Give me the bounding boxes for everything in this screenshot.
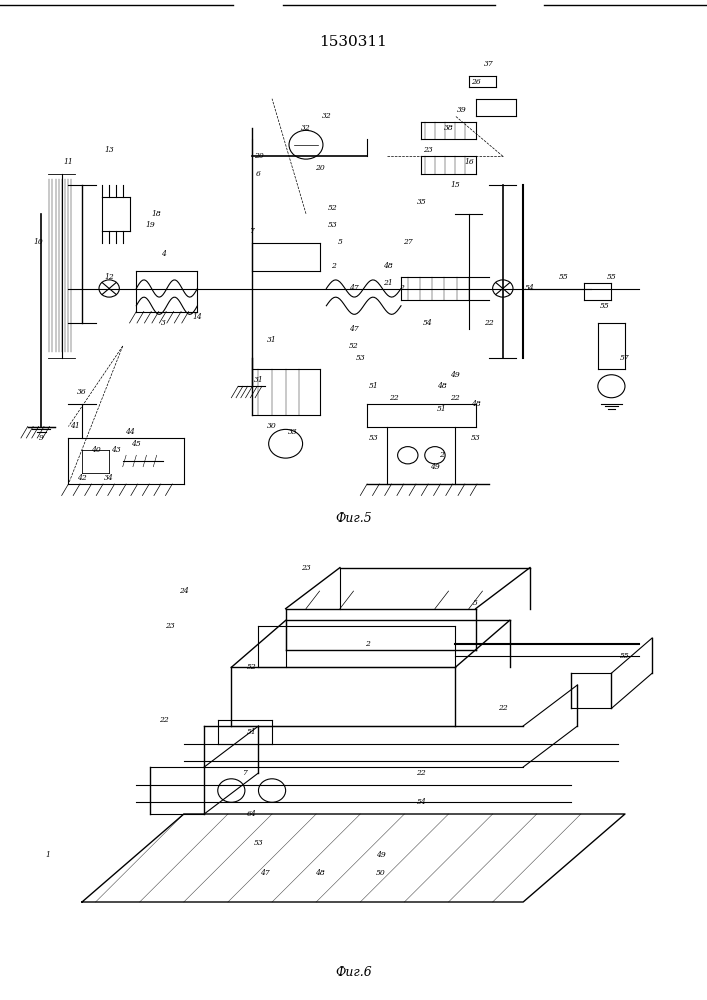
Text: 53: 53 xyxy=(356,354,365,361)
Text: 1530311: 1530311 xyxy=(320,35,387,49)
Text: 23: 23 xyxy=(301,564,311,572)
Text: 57: 57 xyxy=(620,354,630,361)
Text: 49: 49 xyxy=(376,851,385,859)
Text: 33: 33 xyxy=(288,428,297,436)
Text: 24: 24 xyxy=(179,587,189,595)
Text: 15: 15 xyxy=(450,181,460,189)
Text: 22: 22 xyxy=(416,769,426,777)
Text: 31: 31 xyxy=(267,336,277,344)
Text: 23: 23 xyxy=(165,622,175,630)
Text: 14: 14 xyxy=(192,313,202,321)
Text: 6: 6 xyxy=(256,169,261,178)
Text: 2: 2 xyxy=(399,284,404,292)
Text: 10: 10 xyxy=(33,238,42,246)
Text: 52: 52 xyxy=(247,663,257,671)
Text: 2: 2 xyxy=(365,640,370,648)
Text: 54: 54 xyxy=(525,284,534,292)
Text: 2: 2 xyxy=(439,451,444,459)
Text: Фиг.6: Фиг.6 xyxy=(335,966,372,979)
Text: 52: 52 xyxy=(328,204,338,212)
Text: 13: 13 xyxy=(105,146,114,154)
Text: 54: 54 xyxy=(416,798,426,806)
Text: 45: 45 xyxy=(132,440,141,448)
Text: 5: 5 xyxy=(337,238,342,246)
Text: 11: 11 xyxy=(64,158,74,166)
Text: 41: 41 xyxy=(71,422,80,430)
Text: 34: 34 xyxy=(105,474,114,482)
Text: 22: 22 xyxy=(390,394,399,402)
Text: 22: 22 xyxy=(484,319,494,327)
Text: 53: 53 xyxy=(328,221,338,229)
Text: 49: 49 xyxy=(430,463,440,471)
Text: 52: 52 xyxy=(349,342,358,350)
Text: 51: 51 xyxy=(369,382,379,390)
Text: 9: 9 xyxy=(39,434,44,442)
Text: 7: 7 xyxy=(243,769,247,777)
Text: 30: 30 xyxy=(267,422,277,430)
Text: 42: 42 xyxy=(77,474,87,482)
Text: 23: 23 xyxy=(423,146,433,154)
Text: 48: 48 xyxy=(382,261,392,269)
Text: 44: 44 xyxy=(124,428,134,436)
Text: 37: 37 xyxy=(484,60,494,68)
Text: 22: 22 xyxy=(158,716,168,724)
Text: 20: 20 xyxy=(254,152,263,160)
Text: 35: 35 xyxy=(416,198,426,206)
Text: 7: 7 xyxy=(250,227,254,235)
Text: 53: 53 xyxy=(369,434,379,442)
Text: 54: 54 xyxy=(423,319,433,327)
Text: 47: 47 xyxy=(260,869,270,877)
Text: 16: 16 xyxy=(464,158,474,166)
Text: 48: 48 xyxy=(437,382,447,390)
Text: 38: 38 xyxy=(444,123,453,131)
Text: 55: 55 xyxy=(600,302,609,310)
Text: 39: 39 xyxy=(457,106,467,114)
Text: 48: 48 xyxy=(471,399,481,408)
Text: 32: 32 xyxy=(322,112,331,120)
Text: 51: 51 xyxy=(437,405,447,413)
Text: 40: 40 xyxy=(90,446,100,454)
Text: 36: 36 xyxy=(77,388,87,396)
Text: 43: 43 xyxy=(111,446,121,454)
Text: 12: 12 xyxy=(105,273,114,281)
Text: 53: 53 xyxy=(471,434,481,442)
Text: 22: 22 xyxy=(498,704,508,712)
Text: 4: 4 xyxy=(161,250,166,258)
Text: 32: 32 xyxy=(301,123,311,131)
Text: 48: 48 xyxy=(315,869,325,877)
Text: 27: 27 xyxy=(403,238,413,246)
Text: 51: 51 xyxy=(247,728,257,736)
Text: 50: 50 xyxy=(376,869,385,877)
Text: 47: 47 xyxy=(349,325,358,333)
Text: 31: 31 xyxy=(254,376,263,384)
Text: 55: 55 xyxy=(559,273,568,281)
Text: 26: 26 xyxy=(471,78,481,86)
Text: 64: 64 xyxy=(247,810,257,818)
Text: 18: 18 xyxy=(152,210,161,218)
Text: Фиг.5: Фиг.5 xyxy=(335,512,372,525)
Text: 47: 47 xyxy=(349,284,358,292)
Text: 3: 3 xyxy=(161,319,166,327)
Text: 20: 20 xyxy=(315,164,325,172)
Text: 19: 19 xyxy=(145,221,155,229)
Text: 21: 21 xyxy=(382,279,392,287)
Text: 5: 5 xyxy=(473,599,478,607)
Text: 53: 53 xyxy=(254,839,263,847)
Text: 55: 55 xyxy=(607,273,617,281)
Text: 1: 1 xyxy=(46,851,50,859)
Text: 55: 55 xyxy=(620,652,630,660)
Text: 49: 49 xyxy=(450,371,460,379)
Text: 2: 2 xyxy=(331,261,336,269)
Text: 22: 22 xyxy=(450,394,460,402)
